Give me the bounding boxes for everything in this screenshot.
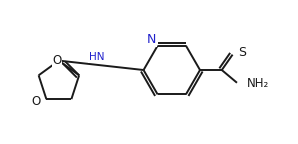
Text: NH₂: NH₂ (247, 77, 269, 90)
Text: S: S (238, 46, 246, 59)
Text: O: O (52, 54, 62, 67)
Text: N: N (147, 33, 156, 46)
Text: HN: HN (89, 52, 104, 62)
Text: O: O (32, 95, 41, 108)
